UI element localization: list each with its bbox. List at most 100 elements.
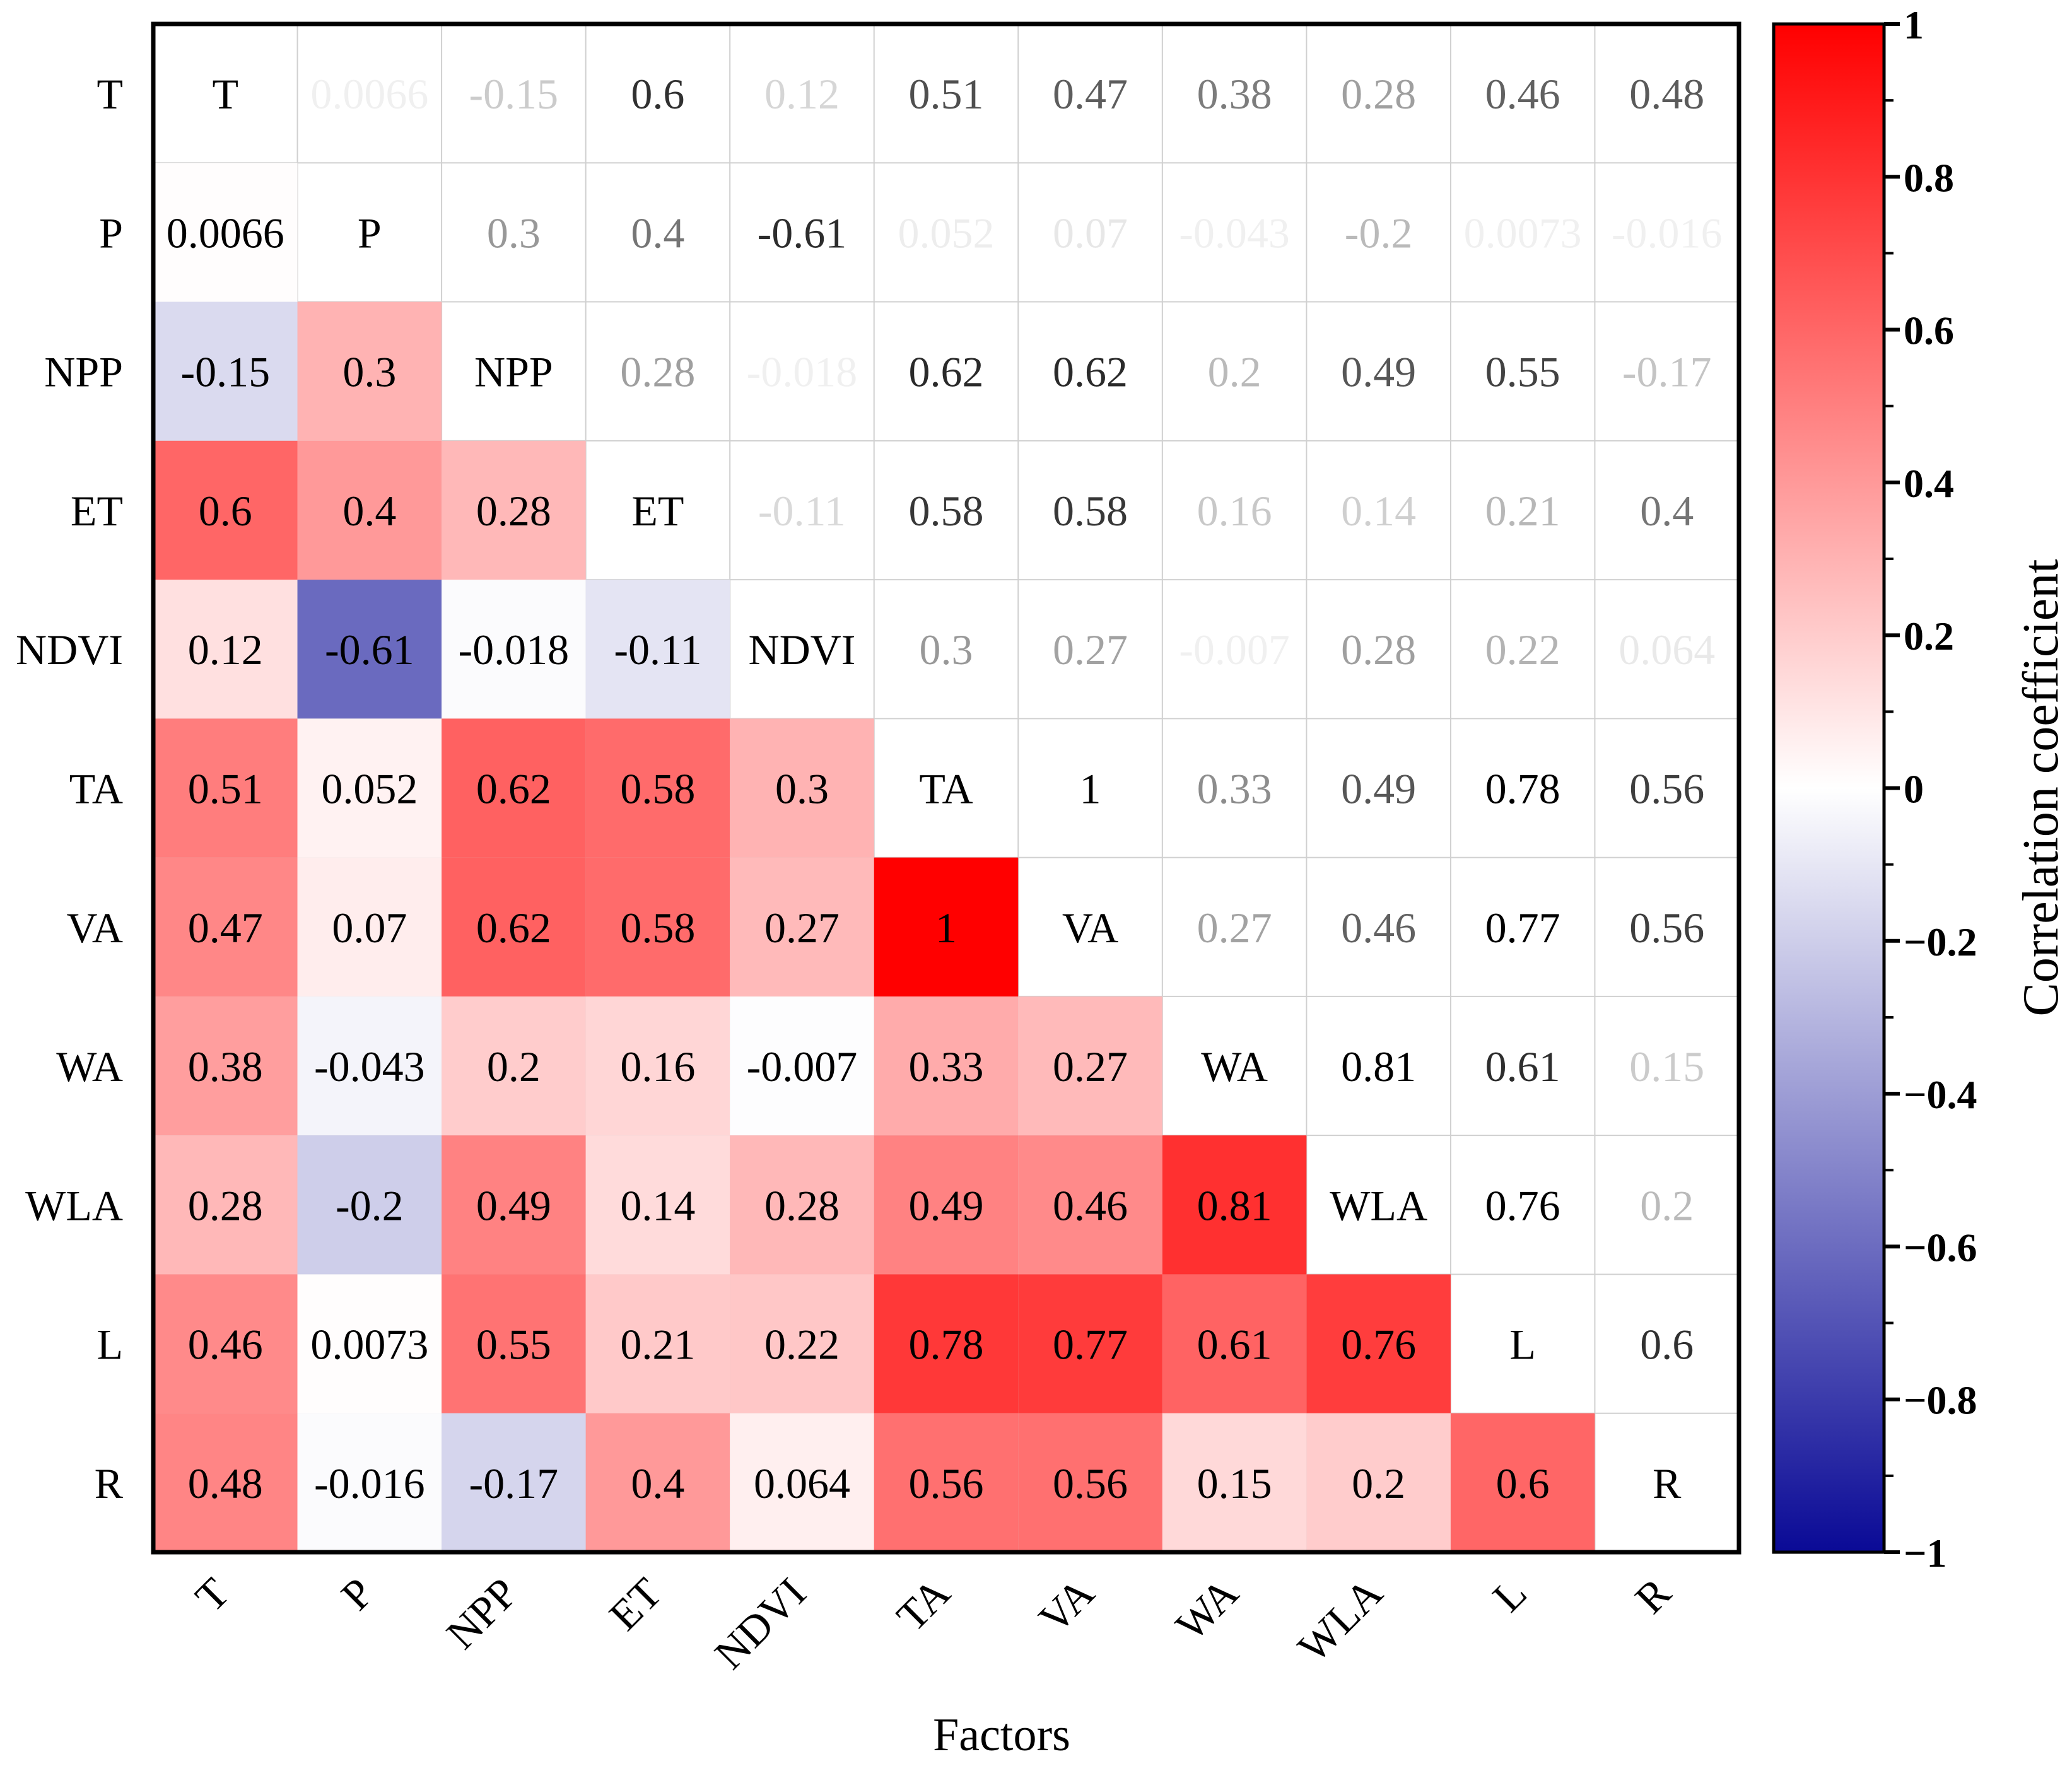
upper-value-VA-WA: 0.27 (1197, 904, 1272, 952)
heatmap-cell-R-ET (585, 1413, 730, 1552)
upper-value-TA-WA: 0.33 (1197, 765, 1272, 813)
cell-value-R-NDVI: 0.064 (754, 1459, 850, 1507)
y-tick-label-NDVI: NDVI (16, 626, 123, 674)
colorbar-tick-label: −0.8 (1904, 1378, 1977, 1423)
heatmap-cell-TA-NDVI (730, 718, 874, 858)
x-axis-title: Factors (933, 1709, 1070, 1761)
cell-value-R-T: 0.48 (188, 1459, 263, 1507)
cell-value-NPP-T: -0.15 (180, 348, 270, 396)
heatmap-cell-R-P (297, 1413, 442, 1552)
upper-value-WLA-L: 0.76 (1485, 1181, 1560, 1229)
heatmap-cell-L-ET (585, 1274, 730, 1413)
heatmap-cell-WA-T (153, 996, 298, 1136)
heatmap-cell-R-WLA (1306, 1413, 1451, 1552)
diagonal-label-WA: WA (1201, 1043, 1268, 1091)
upper-value-P-NPP: 0.3 (487, 209, 541, 257)
heatmap-cell-NPP-P (297, 301, 442, 441)
heatmap-cell-WLA-ET (585, 1135, 730, 1275)
cell-value-R-WLA: 0.2 (1352, 1459, 1405, 1507)
cell-value-NPP-P: 0.3 (342, 348, 396, 396)
heatmap-cell-ET-P (297, 440, 442, 580)
upper-value-NPP-R: -0.17 (1622, 348, 1712, 396)
heatmap-cell-VA-NPP (442, 857, 586, 997)
cell-value-R-L: 0.6 (1496, 1459, 1550, 1507)
upper-value-TA-WLA: 0.49 (1341, 765, 1416, 813)
upper-value-NPP-ET: 0.28 (620, 348, 695, 396)
cell-value-TA-ET: 0.58 (620, 765, 695, 813)
heatmap-cell-L-NDVI (730, 1274, 874, 1413)
cell-value-WLA-VA: 0.46 (1053, 1181, 1128, 1229)
heatmap-cell-R-T (153, 1413, 298, 1552)
y-tick-label-WA: WA (56, 1043, 123, 1091)
heatmap-cell-WLA-WA (1162, 1135, 1307, 1275)
diagonal-label-T: T (212, 70, 238, 118)
diagonal-label-P: P (358, 209, 382, 257)
colorbar-tick-label: 1 (1904, 3, 1924, 47)
upper-value-T-TA: 0.51 (909, 70, 984, 118)
upper-value-T-NDVI: 0.12 (764, 70, 840, 118)
cell-value-TA-NDVI: 0.3 (775, 765, 829, 813)
colorbar-tick-label: 0.6 (1904, 308, 1954, 353)
upper-value-NPP-L: 0.55 (1485, 348, 1560, 396)
heatmap-cell-R-WA (1162, 1413, 1307, 1552)
x-tick-label-P: P (332, 1569, 382, 1619)
cell-value-R-VA: 0.56 (1053, 1459, 1128, 1507)
heatmap-cell-L-VA (1018, 1274, 1162, 1413)
y-axis-labels: T P NPP ET NDVI TA VA WA WLA L R (16, 70, 124, 1507)
cell-value-R-P: -0.016 (314, 1459, 425, 1507)
upper-value-P-ET: 0.4 (631, 209, 684, 257)
upper-value-T-R: 0.48 (1629, 70, 1704, 118)
diagonal-label-NPP: NPP (474, 348, 553, 396)
heatmap-cell-NPP-T (153, 301, 298, 441)
heatmap-cell-WLA-NDVI (730, 1135, 874, 1275)
upper-value-WA-L: 0.61 (1485, 1043, 1560, 1091)
heatmap-cell-WA-NPP (442, 996, 586, 1136)
x-tick-label-NDVI: NDVI (705, 1569, 815, 1678)
x-tick-label-VA: VA (1029, 1569, 1103, 1642)
x-tick-label-TA: TA (887, 1569, 959, 1640)
heatmap-cell-VA-ET (585, 857, 730, 997)
heatmap-cell-P-T (153, 163, 298, 302)
cell-value-WA-TA: 0.33 (909, 1043, 984, 1091)
upper-value-NPP-WA: 0.2 (1208, 348, 1261, 396)
colorbar-tick-label: −1 (1904, 1531, 1946, 1576)
upper-value-T-VA: 0.47 (1053, 70, 1128, 118)
upper-value-TA-VA: 1 (1080, 765, 1101, 813)
diagonal-label-WLA: WLA (1330, 1181, 1427, 1229)
colorbar-tick-label: −0.2 (1904, 920, 1977, 964)
cell-value-L-VA: 0.77 (1053, 1321, 1128, 1369)
heatmap-cell-L-WA (1162, 1274, 1307, 1413)
heatmap-cell-VA-P (297, 857, 442, 997)
heatmap-cell-R-NPP (442, 1413, 586, 1552)
heatmap-cell-NDVI-ET (585, 580, 730, 719)
cell-value-L-NDVI: 0.22 (764, 1321, 840, 1369)
upper-value-P-NDVI: -0.61 (758, 209, 847, 257)
heatmap-cell-R-TA (874, 1413, 1019, 1552)
y-tick-label-VA: VA (67, 904, 123, 952)
x-tick-label-T: T (186, 1569, 238, 1621)
cell-value-L-T: 0.46 (188, 1321, 263, 1369)
diagonal-label-NDVI: NDVI (748, 626, 855, 674)
heatmap-cell-L-TA (874, 1274, 1019, 1413)
cell-value-L-WA: 0.61 (1197, 1321, 1272, 1369)
upper-value-P-TA: 0.052 (898, 209, 995, 257)
colorbar-gradient (1772, 22, 1886, 1554)
heatmap-cell-TA-P (297, 718, 442, 858)
heatmap-cell-WA-ET (585, 996, 730, 1136)
upper-value-VA-L: 0.77 (1485, 904, 1560, 952)
upper-value-T-ET: 0.6 (631, 70, 684, 118)
cell-value-NDVI-T: 0.12 (188, 626, 263, 674)
cell-value-TA-NPP: 0.62 (476, 765, 551, 813)
heatmap-cell-WLA-TA (874, 1135, 1019, 1275)
cell-value-NDVI-NPP: -0.018 (459, 626, 570, 674)
heatmap-cell-WA-NDVI (730, 996, 874, 1136)
heatmap-cell-WA-VA (1018, 996, 1162, 1136)
y-tick-label-ET: ET (71, 487, 123, 535)
heatmap-cell-ET-NPP (442, 440, 586, 580)
heatmap-cell-WLA-VA (1018, 1135, 1162, 1275)
cell-value-VA-T: 0.47 (188, 904, 263, 952)
diagonal-label-R: R (1653, 1459, 1682, 1507)
upper-value-T-P: 0.0066 (310, 70, 428, 118)
heatmap-cell-L-NPP (442, 1274, 586, 1413)
upper-value-ET-WA: 0.16 (1197, 487, 1272, 535)
